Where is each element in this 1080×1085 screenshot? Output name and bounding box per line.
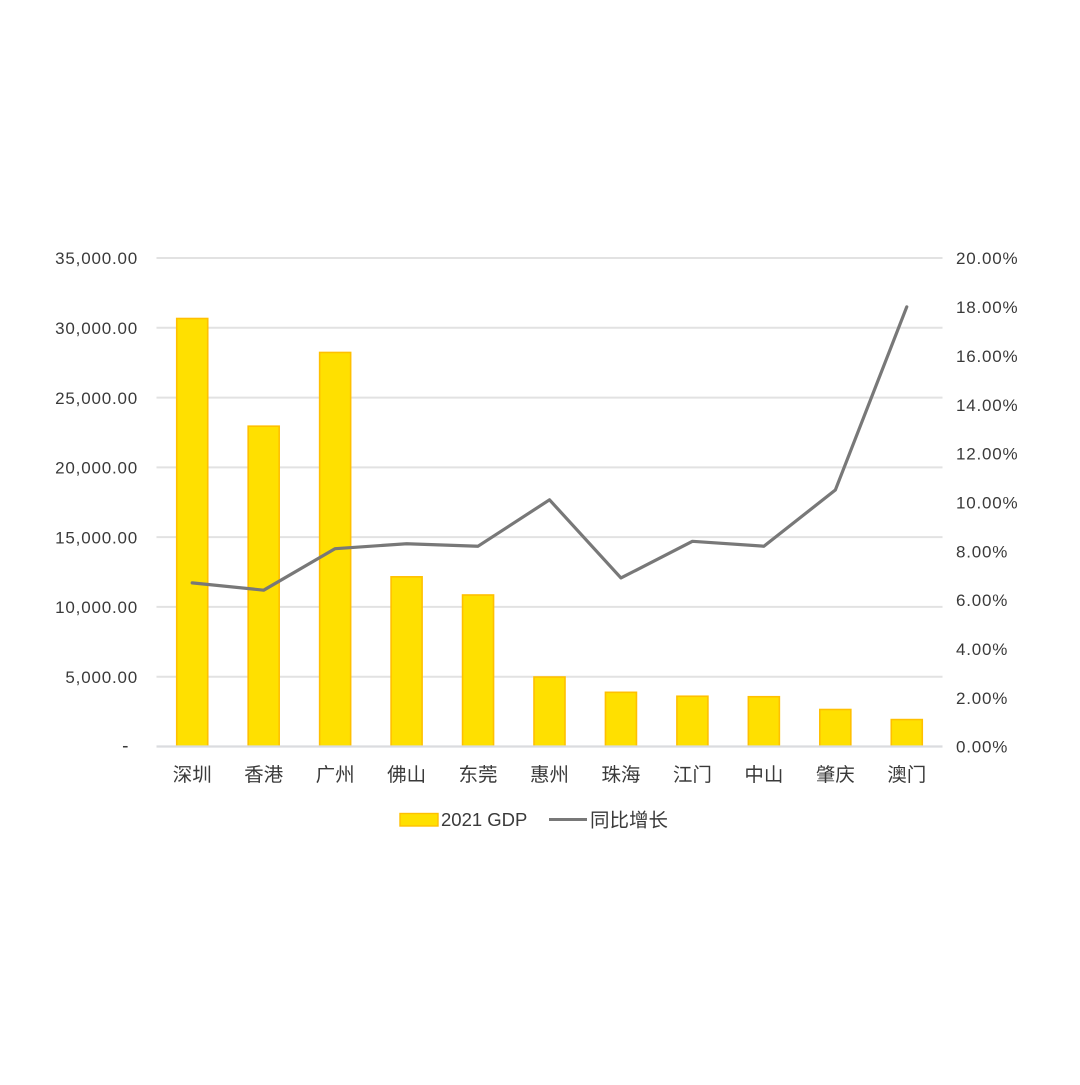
svg-text:2021 GDP: 2021 GDP — [441, 809, 527, 830]
svg-text:10.00%: 10.00% — [956, 493, 1018, 512]
svg-text:20.00%: 20.00% — [956, 249, 1018, 268]
svg-text:18.00%: 18.00% — [956, 298, 1018, 317]
svg-text:30,000.00: 30,000.00 — [55, 319, 138, 338]
svg-text:6.00%: 6.00% — [956, 591, 1008, 610]
svg-text:4.00%: 4.00% — [956, 640, 1008, 659]
svg-text:15,000.00: 15,000.00 — [55, 528, 138, 547]
svg-text:-: - — [122, 736, 128, 757]
svg-text:25,000.00: 25,000.00 — [55, 389, 138, 408]
svg-text:35,000.00: 35,000.00 — [55, 249, 138, 268]
svg-text:5,000.00: 5,000.00 — [65, 668, 138, 687]
svg-text:20,000.00: 20,000.00 — [55, 459, 138, 478]
svg-text:2.00%: 2.00% — [956, 689, 1008, 708]
svg-text:0.00%: 0.00% — [956, 738, 1008, 757]
svg-text:12.00%: 12.00% — [956, 445, 1018, 464]
svg-text:10,000.00: 10,000.00 — [55, 598, 138, 617]
svg-text:14.00%: 14.00% — [956, 396, 1018, 415]
svg-text:8.00%: 8.00% — [956, 542, 1008, 561]
svg-text:16.00%: 16.00% — [956, 347, 1018, 366]
